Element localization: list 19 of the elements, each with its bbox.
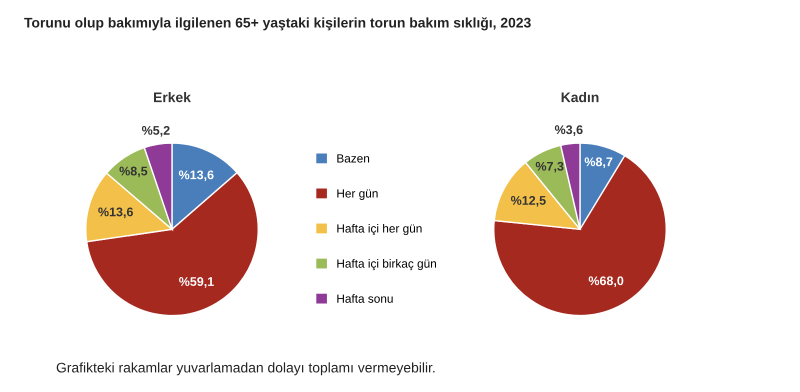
chart-title: Kadın — [562, 92, 598, 102]
legend-label: Hafta içi her gün — [337, 224, 422, 236]
legend-label: Bazen — [337, 154, 370, 163]
data-label: %5,2 — [142, 126, 170, 137]
data-label: %8,5 — [119, 166, 148, 178]
data-label: %8,7 — [584, 157, 612, 168]
legend-label: Hafta sonu — [337, 294, 393, 303]
data-label: %3,6 — [554, 125, 583, 136]
legend-label: Hafta içi birkaç gün — [337, 259, 436, 270]
chart-title: Erkek — [154, 92, 191, 102]
data-label: %7,3 — [536, 162, 564, 173]
legend-label: Her gün — [337, 189, 378, 200]
data-label: %13,6 — [98, 207, 133, 218]
text: Torunu olup bakımıyla ilgilenen 65+ yaştaki kişilerin torun bakım sıklığı, 2023 — [24, 17, 531, 30]
text: Grafikteki rakamlar yuvarlamadan dolayı toplamı vermeyebilir. — [56, 362, 435, 376]
data-label: %59,1 — [179, 277, 214, 288]
data-label: %68,0 — [588, 276, 624, 287]
data-label: %12,5 — [510, 196, 546, 207]
data-label: %13,6 — [178, 170, 214, 182]
